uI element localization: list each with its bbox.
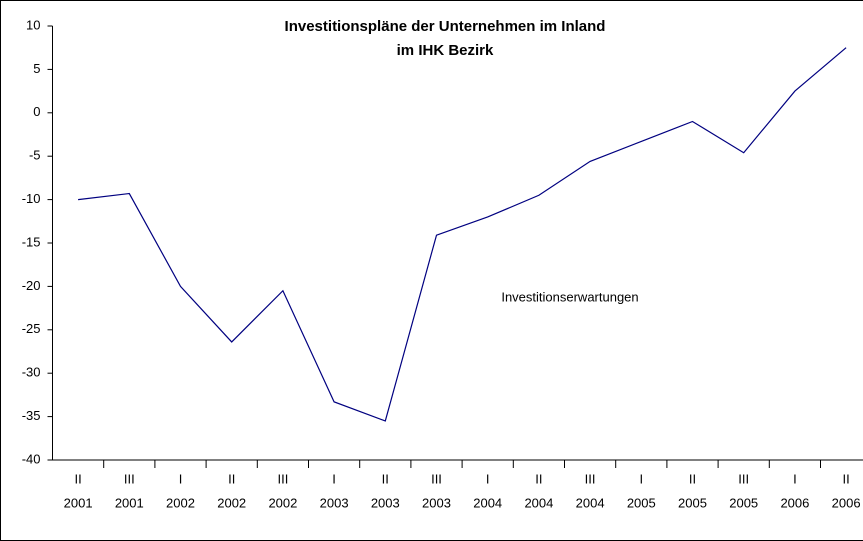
x-tick-label: II [74,471,81,486]
x-tick-label: 2006 [832,495,861,510]
chart-subtitle: im IHK Bezirk [397,42,494,59]
x-tick-label: 2003 [371,495,400,510]
y-tick-label: -15 [22,234,41,249]
x-tick-label: 2004 [473,495,502,510]
y-tick-label: -20 [22,278,41,293]
y-tick-label: 10 [26,17,40,32]
x-tick-label: 2005 [729,495,758,510]
x-tick-label: II [842,471,849,486]
x-tick-label: 2005 [678,495,707,510]
y-tick-label: -40 [22,451,41,466]
x-tick-label: 2002 [166,495,195,510]
y-tick-label: 0 [33,104,40,119]
x-tick-label: 2003 [320,495,349,510]
y-tick-label: -30 [22,365,41,380]
data-line [78,47,847,422]
x-tick-label: III [124,471,135,486]
x-tick-label: I [639,471,643,486]
x-tick-label: I [179,471,183,486]
x-tick-label: 2002 [268,495,297,510]
x-tick-label: III [585,471,596,486]
x-tick-label: II [228,471,235,486]
y-tick-label: -5 [29,148,41,163]
x-tick-label: III [738,471,749,486]
x-tick-label: II [382,471,389,486]
x-tick-label: III [277,471,288,486]
chart-title: Investitionspläne der Unternehmen im Inl… [285,18,606,35]
annotation: Investitionserwartungen [501,289,638,304]
x-tick-label: 2002 [217,495,246,510]
x-tick-label: 2005 [627,495,656,510]
x-tick-label: 2001 [115,495,144,510]
x-tick-label: I [486,471,490,486]
x-tick-label: 2001 [64,495,93,510]
x-tick-label: III [431,471,442,486]
x-tick-label: I [793,471,797,486]
x-tick-label: 2004 [524,495,553,510]
x-tick-label: I [332,471,336,486]
x-tick-label: II [689,471,696,486]
y-tick-label: -10 [22,191,41,206]
y-tick-label: -35 [22,408,41,423]
x-tick-label: 2003 [422,495,451,510]
x-tick-label: 2004 [576,495,605,510]
x-tick-label: II [535,471,542,486]
y-tick-label: -25 [22,321,41,336]
y-tick-label: 5 [33,61,40,76]
x-tick-label: 2006 [780,495,809,510]
